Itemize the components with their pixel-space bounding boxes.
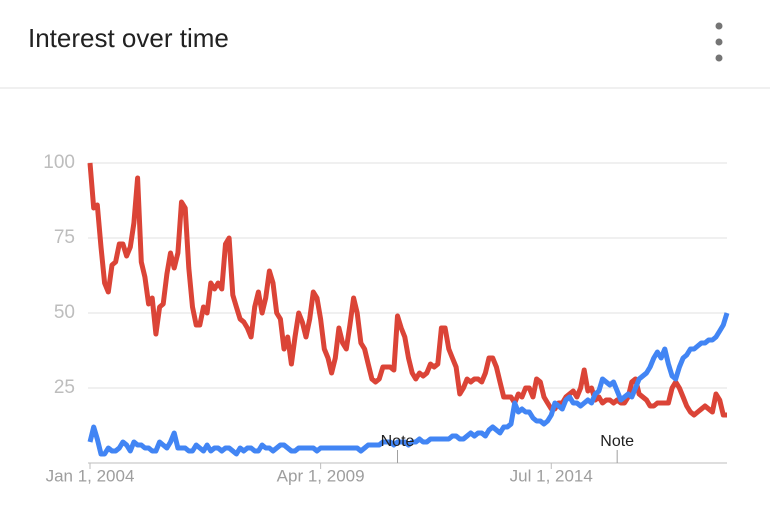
series-line	[87, 162, 727, 418]
y-tick-label: 75	[54, 227, 75, 248]
note-label: Note	[381, 433, 415, 450]
menu-dot	[715, 38, 723, 46]
y-tick-label: 100	[43, 152, 75, 173]
y-tick-label: 25	[54, 377, 75, 398]
x-tick-label: Jul 1, 2014	[510, 466, 593, 485]
card-title: Interest over time	[28, 23, 229, 53]
y-tick-label: 50	[54, 302, 75, 323]
note-label: Note	[600, 433, 634, 450]
menu-dot	[715, 22, 723, 30]
series-line	[87, 312, 730, 457]
menu-button[interactable]	[715, 22, 723, 62]
menu-dot	[715, 54, 723, 62]
x-tick-label: Jan 1, 2004	[46, 466, 135, 485]
x-tick-label: Apr 1, 2009	[277, 466, 365, 485]
